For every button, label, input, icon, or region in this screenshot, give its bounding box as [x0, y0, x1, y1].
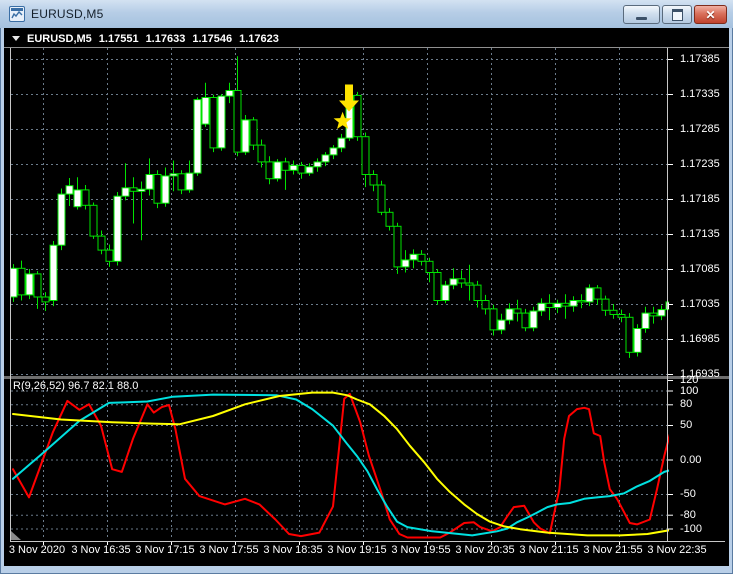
header-symbol: EURUSD,M5	[27, 32, 92, 45]
indicator-label: R(9,26,52) 96.7 82.1 88.0	[13, 380, 139, 392]
chart-frame	[4, 47, 729, 545]
indicator-line-r-slow	[12, 391, 669, 537]
gridlines	[11, 48, 668, 540]
window-title: EURUSD,M5	[31, 7, 104, 21]
chart-ohlc-header: EURUSD,M5 1.17551 1.17633 1.17546 1.1762…	[12, 31, 279, 46]
restore-button[interactable]	[662, 5, 692, 24]
minimize-icon	[636, 16, 647, 20]
window-controls: ✕	[623, 5, 727, 24]
header-open: 1.17551	[98, 32, 139, 45]
dropdown-arrow-icon[interactable]	[12, 36, 20, 41]
candles	[11, 56, 669, 358]
close-icon: ✕	[705, 7, 716, 22]
close-button[interactable]: ✕	[694, 5, 727, 24]
header-low: 1.17546	[192, 32, 233, 45]
indicator-line-r-mid	[12, 393, 669, 537]
header-high: 1.17633	[145, 32, 186, 45]
chart-client-area: EURUSD,M5 1.17551 1.17633 1.17546 1.1762…	[4, 28, 729, 566]
candlestick-chart[interactable]	[4, 28, 729, 566]
chart-window-icon	[9, 6, 25, 22]
header-close: 1.17623	[239, 32, 279, 45]
indicator-line-r-fast	[12, 392, 669, 539]
minimize-button[interactable]	[623, 5, 660, 24]
star-icon	[333, 111, 352, 129]
down-arrow-icon	[339, 84, 359, 112]
pane-corner-handle[interactable]	[11, 531, 21, 540]
restore-icon	[671, 8, 683, 21]
indicator-lines	[12, 391, 669, 539]
titlebar[interactable]: EURUSD,M5 ✕	[0, 0, 733, 28]
